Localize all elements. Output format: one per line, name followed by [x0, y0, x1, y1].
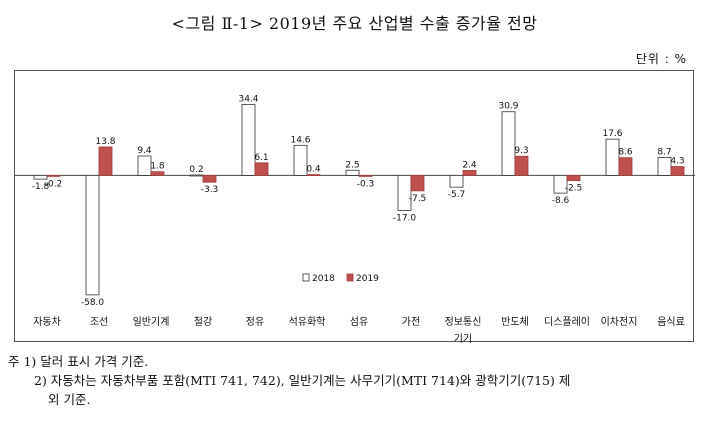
bar-2018 — [605, 138, 620, 176]
data-label-2019: 1.8 — [150, 162, 165, 172]
data-label-2018: 8.7 — [657, 147, 671, 157]
bar-2019 — [46, 175, 61, 177]
bar-2019 — [150, 171, 165, 176]
category-label: 음식료 — [657, 316, 685, 328]
bar-2019 — [462, 170, 477, 176]
data-label-2019: -3.3 — [201, 185, 219, 195]
data-label-2019: -7.5 — [409, 194, 427, 204]
data-label-2019: 0.4 — [306, 165, 321, 175]
bar-2018 — [501, 111, 516, 176]
data-label-2018: -1.8 — [32, 182, 50, 192]
bar-2019 — [98, 146, 113, 176]
category-label: 조선 — [90, 316, 108, 328]
bar-2018 — [657, 157, 672, 176]
footnote-2: 2) 자동차는 자동차부품 포함(MTI 741, 742), 일반기계는 사무… — [34, 373, 571, 388]
bar-2018 — [33, 175, 48, 180]
data-label-2018: -8.6 — [552, 196, 570, 206]
bar-2018 — [449, 175, 464, 188]
data-label-2019: 9.3 — [514, 146, 528, 156]
category-label: 철강 — [194, 316, 212, 328]
category-label: 정보통신 — [445, 316, 482, 328]
data-label-2019: 8.6 — [618, 148, 633, 158]
bar-2018 — [137, 155, 152, 176]
unit-label: 단위 : % — [635, 52, 687, 66]
data-label-2018: 2.5 — [345, 160, 359, 170]
legend-swatch-2018 — [302, 273, 310, 282]
category-label: 정유 — [246, 316, 264, 328]
footnote-2-continued: 외 기준. — [48, 392, 91, 407]
category-label: 이차전지 — [601, 316, 638, 328]
data-label-2018: 17.6 — [602, 129, 622, 139]
bar-2018 — [85, 175, 100, 296]
category-label: 일반기계 — [133, 316, 170, 328]
data-label-2018: 0.2 — [189, 165, 203, 175]
bar-2018 — [241, 104, 256, 176]
chart-frame: -1.8 -0.2 자동차 -58.0 13.8 조선 9.4 1.8 일반기계 0.2 -3.3 철… — [14, 70, 695, 343]
data-label-2019: 4.3 — [670, 157, 684, 167]
category-label: 디스플레이 — [544, 316, 590, 328]
bar-chart: -1.8-0.2 자동차 -58.0 13.8 조선 9.4 1.8 일반기계 0.2 -3.3 철… — [15, 95, 695, 343]
footnotes: 주 1) 달러 표시 가격 기준. 2) 자동차는 자동차부품 포함(MTI 7… — [8, 352, 708, 409]
bar-2019 — [410, 175, 425, 192]
bar-2019 — [254, 162, 269, 176]
data-label-2019: -0.3 — [357, 179, 375, 189]
bar-2019 — [358, 175, 373, 177]
bar-2019 — [514, 155, 529, 176]
data-label-2018: -5.7 — [448, 190, 466, 200]
bar-2019 — [670, 166, 685, 176]
legend-label-2018: 2018 — [312, 274, 335, 284]
data-label-2018: 14.6 — [290, 135, 310, 145]
data-label-2018: 9.4 — [137, 146, 152, 156]
data-label-2018: 30.9 — [498, 102, 518, 112]
data-label-2018: -58.0 — [81, 298, 105, 308]
bar-2018 — [293, 144, 308, 176]
data-label-2019: 13.8 — [95, 137, 115, 147]
bar-2018 — [345, 169, 360, 176]
data-label-2018: -17.0 — [393, 213, 417, 223]
category-label: 반도체 — [501, 316, 529, 328]
legend-label-2019: 2019 — [356, 274, 379, 284]
category-label: 자동차 — [33, 316, 61, 328]
bar-2018 — [189, 174, 204, 177]
bar-2019 — [618, 157, 633, 176]
bar-2019 — [566, 175, 581, 181]
data-label-2019: 2.4 — [462, 160, 477, 170]
data-label-2018: 34.4 — [238, 95, 258, 105]
chart-title: <그림 Ⅱ-1> 2019년 주요 산업별 수출 증가율 전망 — [171, 14, 538, 33]
data-label-2019: 6.1 — [254, 153, 268, 163]
legend-swatch-2019 — [346, 273, 354, 282]
category-label: 가전 — [402, 316, 420, 328]
footnote-1: 주 1) 달러 표시 가격 기준. — [8, 354, 149, 369]
bar-2019 — [306, 174, 321, 176]
bar-2018 — [397, 175, 412, 211]
category-label: 섬유 — [350, 316, 368, 328]
bar-2019 — [202, 175, 217, 183]
bar-2018 — [553, 175, 568, 194]
category-label: 기기 — [454, 333, 472, 343]
category-label: 석유화학 — [289, 316, 326, 328]
data-label-2019: -0.2 — [45, 179, 63, 189]
data-label-2019: -2.5 — [565, 184, 583, 194]
